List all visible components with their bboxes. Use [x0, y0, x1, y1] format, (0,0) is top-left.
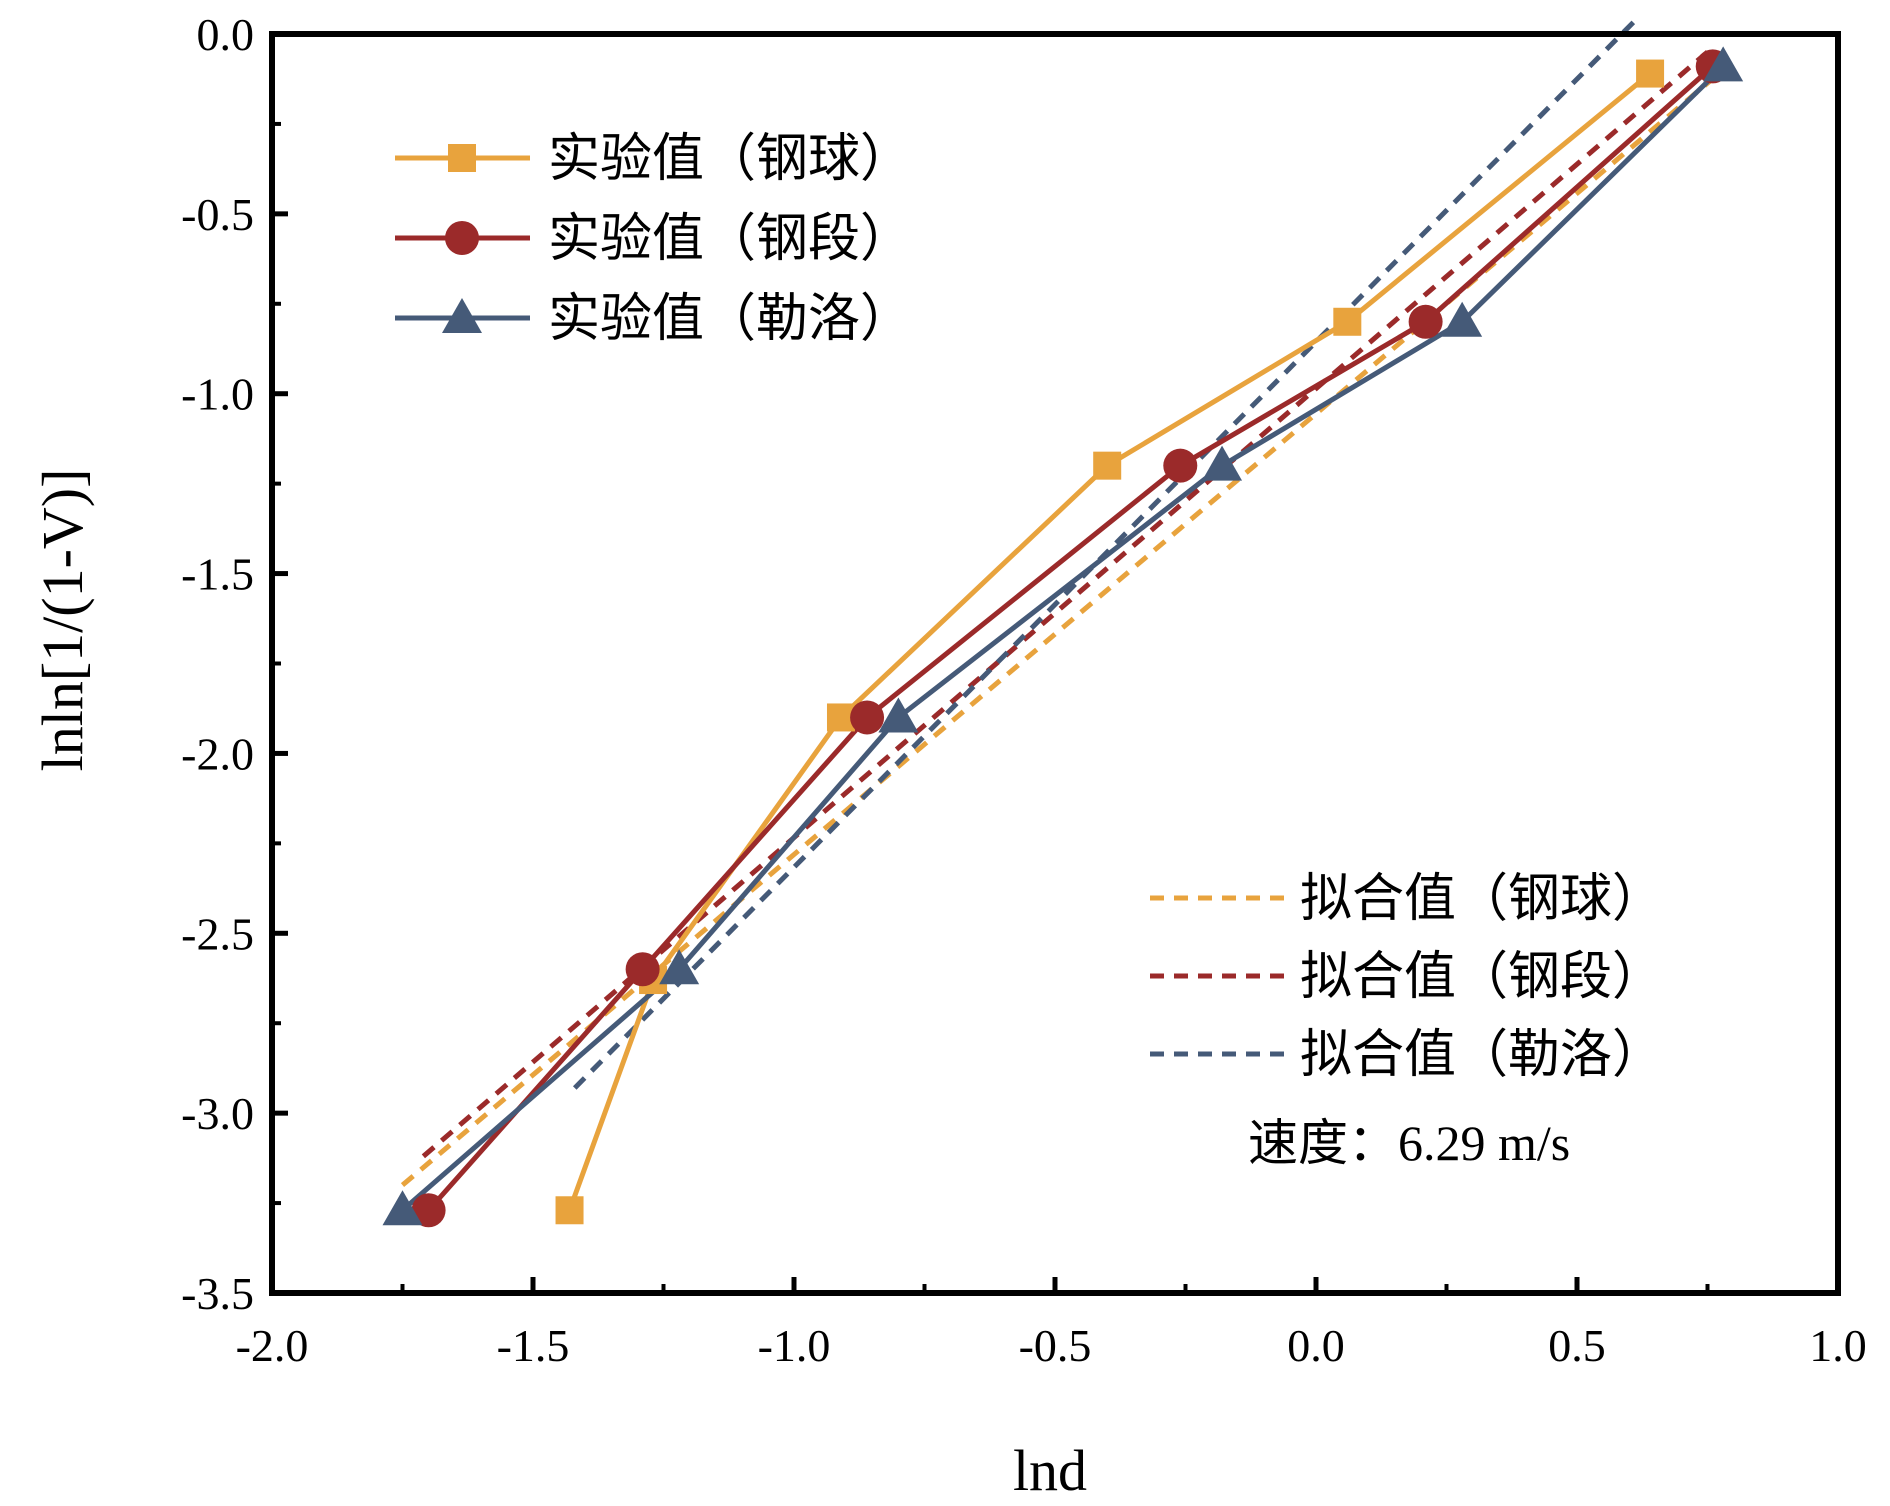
axes-layer: -2.0 -1.5 -1.0 -0.5 0.0 0.5 1.0 0.0 -0.5 -1.0 -1.5… — [181, 9, 1867, 1371]
legend-label-exp-0: 实验值（钢球） — [548, 131, 912, 188]
speed-annotation: 速度：6.29 m/s — [1248, 1115, 1570, 1171]
y-axis-label: lnln[1/(1-V)] — [30, 469, 95, 772]
y-tick-label-7: -3.5 — [181, 1268, 254, 1319]
x-axis-label: lnd — [1013, 1438, 1087, 1503]
data-point-0-3 — [1093, 451, 1122, 480]
x-tick-label-6: 1.0 — [1809, 1320, 1867, 1371]
data-point-1-4 — [1408, 304, 1443, 339]
legend-marker-exp-0 — [448, 144, 476, 172]
legend-label-fit-1: 拟合值（钢段） — [1300, 949, 1664, 1006]
legend-marker-exp-1 — [445, 221, 479, 255]
plot-layer — [382, 14, 1744, 1228]
legend-label-exp-2: 实验值（勒洛） — [548, 291, 912, 348]
x-tick-label-4: 0.0 — [1287, 1320, 1345, 1371]
data-point-1-3 — [1163, 448, 1198, 483]
data-point-0-4 — [1333, 307, 1362, 336]
data-point-2-4 — [1442, 301, 1483, 337]
series-line-exp-1 — [426, 64, 1715, 1212]
legend-label-fit-2: 拟合值（勒洛） — [1300, 1027, 1664, 1084]
x-tick-label-3: -0.5 — [1019, 1320, 1092, 1371]
data-point-1-2 — [850, 700, 885, 735]
y-tick-label-0: 0.0 — [197, 9, 255, 60]
legend-layer: 实验值（钢球） 实验值（钢段） 实验值（勒洛） 拟合值（钢球） 拟合值（钢段） 拟合值（勒… — [395, 131, 1664, 1084]
data-point-2-1 — [659, 949, 700, 985]
series-line-exp-2 — [400, 64, 1725, 1213]
series-line-fit-4 — [421, 50, 1710, 1159]
data-point-2-2 — [878, 697, 919, 733]
y-tick-label-3: -1.5 — [181, 549, 254, 600]
data-point-2-3 — [1202, 445, 1243, 481]
y-tick-label-1: -0.5 — [181, 189, 254, 240]
data-point-1-0 — [411, 1193, 446, 1228]
legend-marker-exp-2 — [442, 298, 482, 333]
data-point-0-0 — [555, 1196, 584, 1225]
legend-label-fit-0: 拟合值（钢球） — [1300, 871, 1664, 928]
x-tick-label-0: -2.0 — [236, 1320, 309, 1371]
y-tick-label-5: -2.5 — [181, 908, 254, 959]
data-point-0-5 — [1636, 59, 1665, 88]
series-line-exp-0 — [567, 71, 1652, 1212]
data-point-2-5 — [1703, 46, 1744, 82]
y-tick-label-2: -1.0 — [181, 369, 254, 420]
x-tick-label-2: -1.0 — [758, 1320, 831, 1371]
legend-label-exp-1: 实验值（钢段） — [548, 211, 912, 268]
plot-frame — [269, 31, 1841, 1296]
data-point-2-0 — [382, 1190, 423, 1226]
x-tick-label-1: -1.5 — [497, 1320, 570, 1371]
y-tick-label-6: -3.0 — [181, 1088, 254, 1139]
data-point-1-1 — [625, 952, 660, 987]
y-tick-label-4: -2.0 — [181, 728, 254, 779]
x-tick-label-5: 0.5 — [1548, 1320, 1606, 1371]
